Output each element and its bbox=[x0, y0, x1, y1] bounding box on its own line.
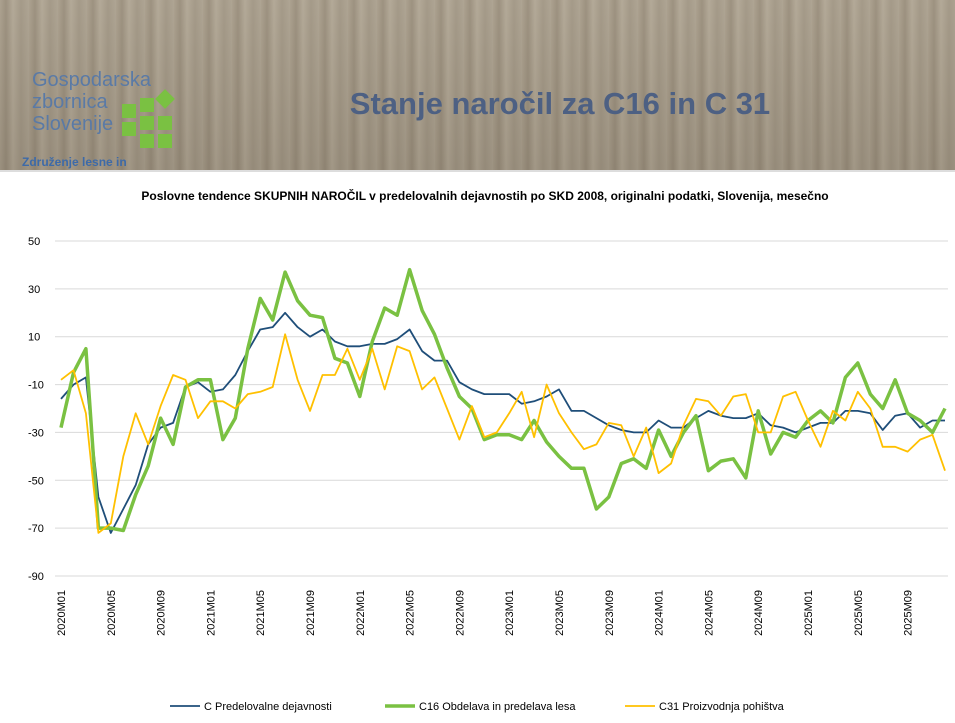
x-tick-label: 2024M09 bbox=[753, 590, 765, 636]
y-tick-label: 50 bbox=[28, 236, 40, 248]
logo-square bbox=[158, 116, 172, 130]
x-tick-label: 2024M01 bbox=[654, 590, 666, 636]
y-tick-label: -10 bbox=[28, 380, 44, 392]
logo-text: Slovenije bbox=[32, 113, 113, 135]
x-tick-label: 2020M09 bbox=[156, 590, 168, 636]
y-tick-label: -90 bbox=[28, 571, 44, 583]
y-tick-label: 30 bbox=[28, 284, 40, 296]
x-tick-label: 2022M01 bbox=[355, 590, 367, 636]
x-tick-label: 2021M05 bbox=[255, 590, 267, 636]
legend-label: C31 Proizvodnja pohištva bbox=[659, 701, 785, 713]
x-tick-label: 2025M01 bbox=[803, 590, 815, 636]
logo-text: Gospodarska bbox=[32, 69, 152, 91]
x-tick-label: 2024M05 bbox=[703, 590, 715, 636]
x-tick-label: 2022M05 bbox=[405, 590, 417, 636]
y-tick-label: -70 bbox=[28, 523, 44, 535]
x-tick-label: 2025M05 bbox=[853, 590, 865, 636]
x-tick-label: 2023M09 bbox=[604, 590, 616, 636]
legend-label: C Predelovalne dejavnosti bbox=[204, 701, 332, 713]
logo: Gospodarska zbornica Slovenije Združenje… bbox=[22, 69, 175, 169]
y-tick-label: -50 bbox=[28, 475, 44, 487]
logo-square bbox=[122, 104, 136, 118]
logo-square bbox=[140, 134, 154, 148]
chart: Gospodarska zbornica Slovenije Združenje… bbox=[0, 0, 955, 723]
y-tick-label: -30 bbox=[28, 427, 44, 439]
association: Združenje lesne in bbox=[22, 155, 127, 169]
logo-square bbox=[158, 134, 172, 148]
x-tick-label: 2021M01 bbox=[205, 590, 217, 636]
logo-text: zbornica bbox=[32, 91, 108, 113]
logo-square bbox=[122, 122, 136, 136]
y-tick-label: 10 bbox=[28, 332, 40, 344]
x-tick-label: 2020M01 bbox=[56, 590, 68, 636]
x-tick-label: 2023M01 bbox=[504, 590, 516, 636]
slide: Stanje naročil za C16 in C 31 Poslovne t… bbox=[0, 0, 955, 723]
x-tick-label: 2025M09 bbox=[903, 590, 915, 636]
x-tick-label: 2021M09 bbox=[305, 590, 317, 636]
x-tick-label: 2023M05 bbox=[554, 590, 566, 636]
legend-label: C16 Obdelava in predelava lesa bbox=[419, 701, 576, 713]
logo-square bbox=[140, 98, 154, 112]
logo-square bbox=[140, 116, 154, 130]
x-tick-label: 2020M05 bbox=[106, 590, 118, 636]
logo-square bbox=[155, 89, 175, 109]
series-line bbox=[61, 270, 945, 531]
x-tick-label: 2022M09 bbox=[454, 590, 466, 636]
